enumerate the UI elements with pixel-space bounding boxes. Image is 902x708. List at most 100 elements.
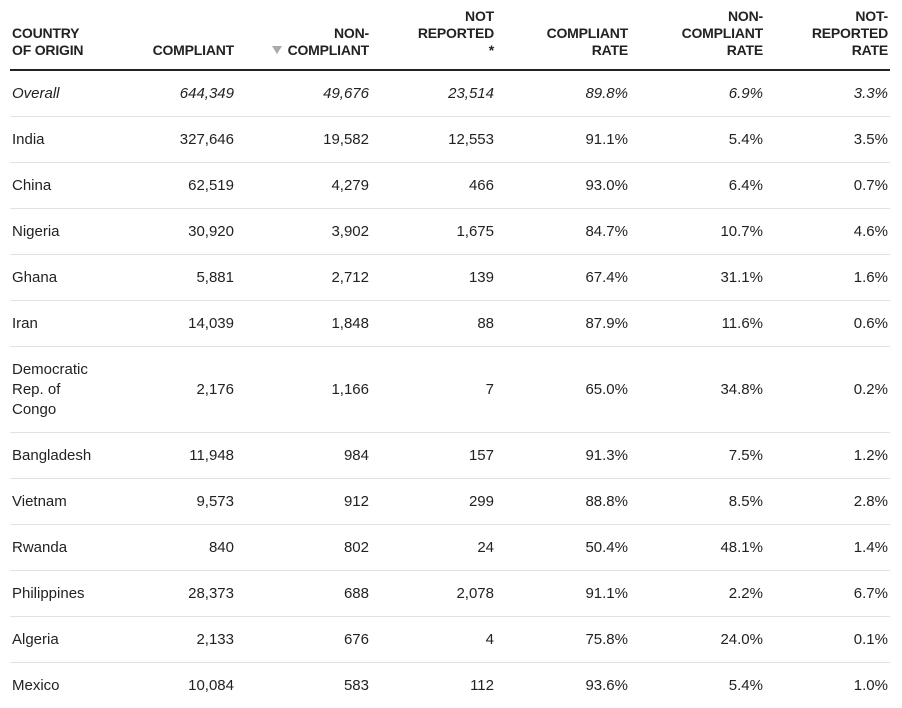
country-cell: Nigeria: [10, 208, 112, 255]
not-reported-cell: 139: [371, 254, 496, 301]
table-row: Philippines 28,373 688 2,078 91.1% 2.2% …: [10, 570, 890, 617]
table-row: Iran 14,039 1,848 88 87.9% 11.6% 0.6%: [10, 300, 890, 347]
not-reported-rate-cell: 3.5%: [765, 116, 890, 163]
non-compliant-cell: 1,848: [236, 300, 371, 347]
compliant-cell: 30,920: [112, 208, 236, 255]
table-row: Bangladesh 11,948 984 157 91.3% 7.5% 1.2…: [10, 432, 890, 479]
non-compliant-cell: 49,676: [236, 70, 371, 117]
compliant-cell: 28,373: [112, 570, 236, 617]
column-header-compliant-rate[interactable]: COMPLIANT RATE: [496, 0, 630, 71]
non-compliant-rate-cell: 6.9%: [630, 70, 765, 117]
non-compliant-rate-cell: 5.4%: [630, 116, 765, 163]
non-compliant-rate-cell: 5.4%: [728, 676, 763, 694]
column-header-non-compliant[interactable]: NON- COMPLIANT: [236, 0, 371, 71]
not-reported-rate-cell: 3.3%: [765, 70, 890, 117]
table-row: Mexico 10,084 583 112 93.6% 5.4% 1.0%: [10, 663, 890, 708]
country-cell: Bangladesh: [10, 432, 112, 479]
not-reported-cell: 112: [470, 676, 494, 694]
not-reported-cell: 157: [371, 432, 496, 479]
column-header-label: COUNTRY OF ORIGIN: [12, 25, 84, 58]
not-reported-rate-cell: 4.6%: [765, 208, 890, 255]
table-row: India 327,646 19,582 12,553 91.1% 5.4% 3…: [10, 116, 890, 163]
compliant-cell: 10,084: [188, 676, 234, 694]
compliant-rate-cell: 75.8%: [496, 616, 630, 663]
compliant-cell: 327,646: [112, 116, 236, 163]
compliant-rate-cell: 93.6%: [585, 676, 628, 694]
not-reported-rate-cell: 2.8%: [765, 478, 890, 525]
compliant-rate-cell: 67.4%: [496, 254, 630, 301]
compliant-rate-cell: 91.1%: [496, 570, 630, 617]
not-reported-cell: 12,553: [371, 116, 496, 163]
column-header-not-reported[interactable]: NOT REPORTED *: [371, 0, 496, 71]
non-compliant-rate-cell: 48.1%: [630, 524, 765, 571]
data-table: COUNTRY OF ORIGIN COMPLIANT NON- COMPLIA…: [10, 0, 890, 708]
column-header-country[interactable]: COUNTRY OF ORIGIN: [10, 0, 112, 71]
table-row: Rwanda 840 802 24 50.4% 48.1% 1.4%: [10, 524, 890, 571]
compliant-cell: 9,573: [112, 478, 236, 525]
column-header-label: NON- COMPLIANT: [287, 25, 370, 58]
non-compliant-rate-cell: 24.0%: [630, 616, 765, 663]
non-compliant-rate-cell: 11.6%: [630, 300, 765, 347]
country-cell: Vietnam: [10, 478, 112, 525]
non-compliant-rate-cell: 2.2%: [630, 570, 765, 617]
column-header-label: COMPLIANT: [152, 42, 235, 58]
column-header-label: NOT- REPORTED RATE: [811, 8, 888, 58]
compliant-rate-cell: 87.9%: [496, 300, 630, 347]
country-cell: China: [10, 162, 112, 209]
compliant-cell: 5,881: [112, 254, 236, 301]
non-compliant-rate-cell: 34.8%: [630, 346, 765, 433]
compliant-cell: 11,948: [112, 432, 236, 479]
not-reported-cell: 4: [371, 616, 496, 663]
compliant-cell: 2,133: [112, 616, 236, 663]
country-cell: Algeria: [10, 616, 112, 663]
non-compliant-rate-cell: 7.5%: [630, 432, 765, 479]
not-reported-cell: 466: [371, 162, 496, 209]
compliant-rate-cell: 93.0%: [496, 162, 630, 209]
compliant-cell: 14,039: [112, 300, 236, 347]
column-header-label: NON- COMPLIANT RATE: [681, 8, 764, 58]
not-reported-rate-cell: 0.7%: [765, 162, 890, 209]
non-compliant-rate-cell: 6.4%: [630, 162, 765, 209]
column-header-non-compliant-rate[interactable]: NON- COMPLIANT RATE: [630, 0, 765, 71]
column-header-compliant[interactable]: COMPLIANT: [112, 0, 236, 71]
compliant-cell: 840: [112, 524, 236, 571]
country-cell: Democratic Rep. of Congo: [10, 346, 112, 433]
compliant-rate-cell: 84.7%: [496, 208, 630, 255]
country-cell: Overall: [10, 70, 112, 117]
non-compliant-cell: 688: [236, 570, 371, 617]
compliant-rate-cell: 65.0%: [496, 346, 630, 433]
country-cell: Philippines: [10, 570, 112, 617]
header-row: COUNTRY OF ORIGIN COMPLIANT NON- COMPLIA…: [10, 0, 890, 71]
country-cell: Iran: [10, 300, 112, 347]
compliant-rate-cell: 91.1%: [496, 116, 630, 163]
table-row: China 62,519 4,279 466 93.0% 6.4% 0.7%: [10, 162, 890, 209]
compliant-cell: 644,349: [112, 70, 236, 117]
column-header-not-reported-rate[interactable]: NOT- REPORTED RATE: [765, 0, 890, 71]
compliant-cell: 62,519: [112, 162, 236, 209]
not-reported-rate-cell: 0.6%: [765, 300, 890, 347]
table-row: Vietnam 9,573 912 299 88.8% 8.5% 2.8%: [10, 478, 890, 525]
not-reported-cell: 299: [371, 478, 496, 525]
sort-descending-icon[interactable]: [271, 46, 282, 54]
column-header-label: NOT REPORTED *: [417, 8, 494, 58]
not-reported-cell: 24: [371, 524, 496, 571]
non-compliant-cell: 1,166: [236, 346, 371, 433]
table-row: Nigeria 30,920 3,902 1,675 84.7% 10.7% 4…: [10, 208, 890, 255]
non-compliant-cell: 912: [236, 478, 371, 525]
not-reported-rate-cell: 1.2%: [765, 432, 890, 479]
compliant-rate-cell: 91.3%: [496, 432, 630, 479]
country-cell: Mexico: [12, 676, 60, 694]
not-reported-rate-cell: 0.1%: [765, 616, 890, 663]
compliant-rate-cell: 50.4%: [496, 524, 630, 571]
non-compliant-cell: 583: [343, 676, 369, 694]
table-row: Democratic Rep. of Congo 2,176 1,166 7 6…: [10, 346, 890, 433]
compliant-cell: 2,176: [112, 346, 236, 433]
not-reported-cell: 88: [371, 300, 496, 347]
non-compliant-rate-cell: 10.7%: [630, 208, 765, 255]
table-row-overall: Overall 644,349 49,676 23,514 89.8% 6.9%…: [10, 70, 890, 117]
non-compliant-rate-cell: 31.1%: [630, 254, 765, 301]
not-reported-rate-cell: 1.6%: [765, 254, 890, 301]
non-compliant-cell: 19,582: [236, 116, 371, 163]
compliant-rate-cell: 88.8%: [496, 478, 630, 525]
not-reported-rate-cell: 1.0%: [853, 676, 888, 694]
